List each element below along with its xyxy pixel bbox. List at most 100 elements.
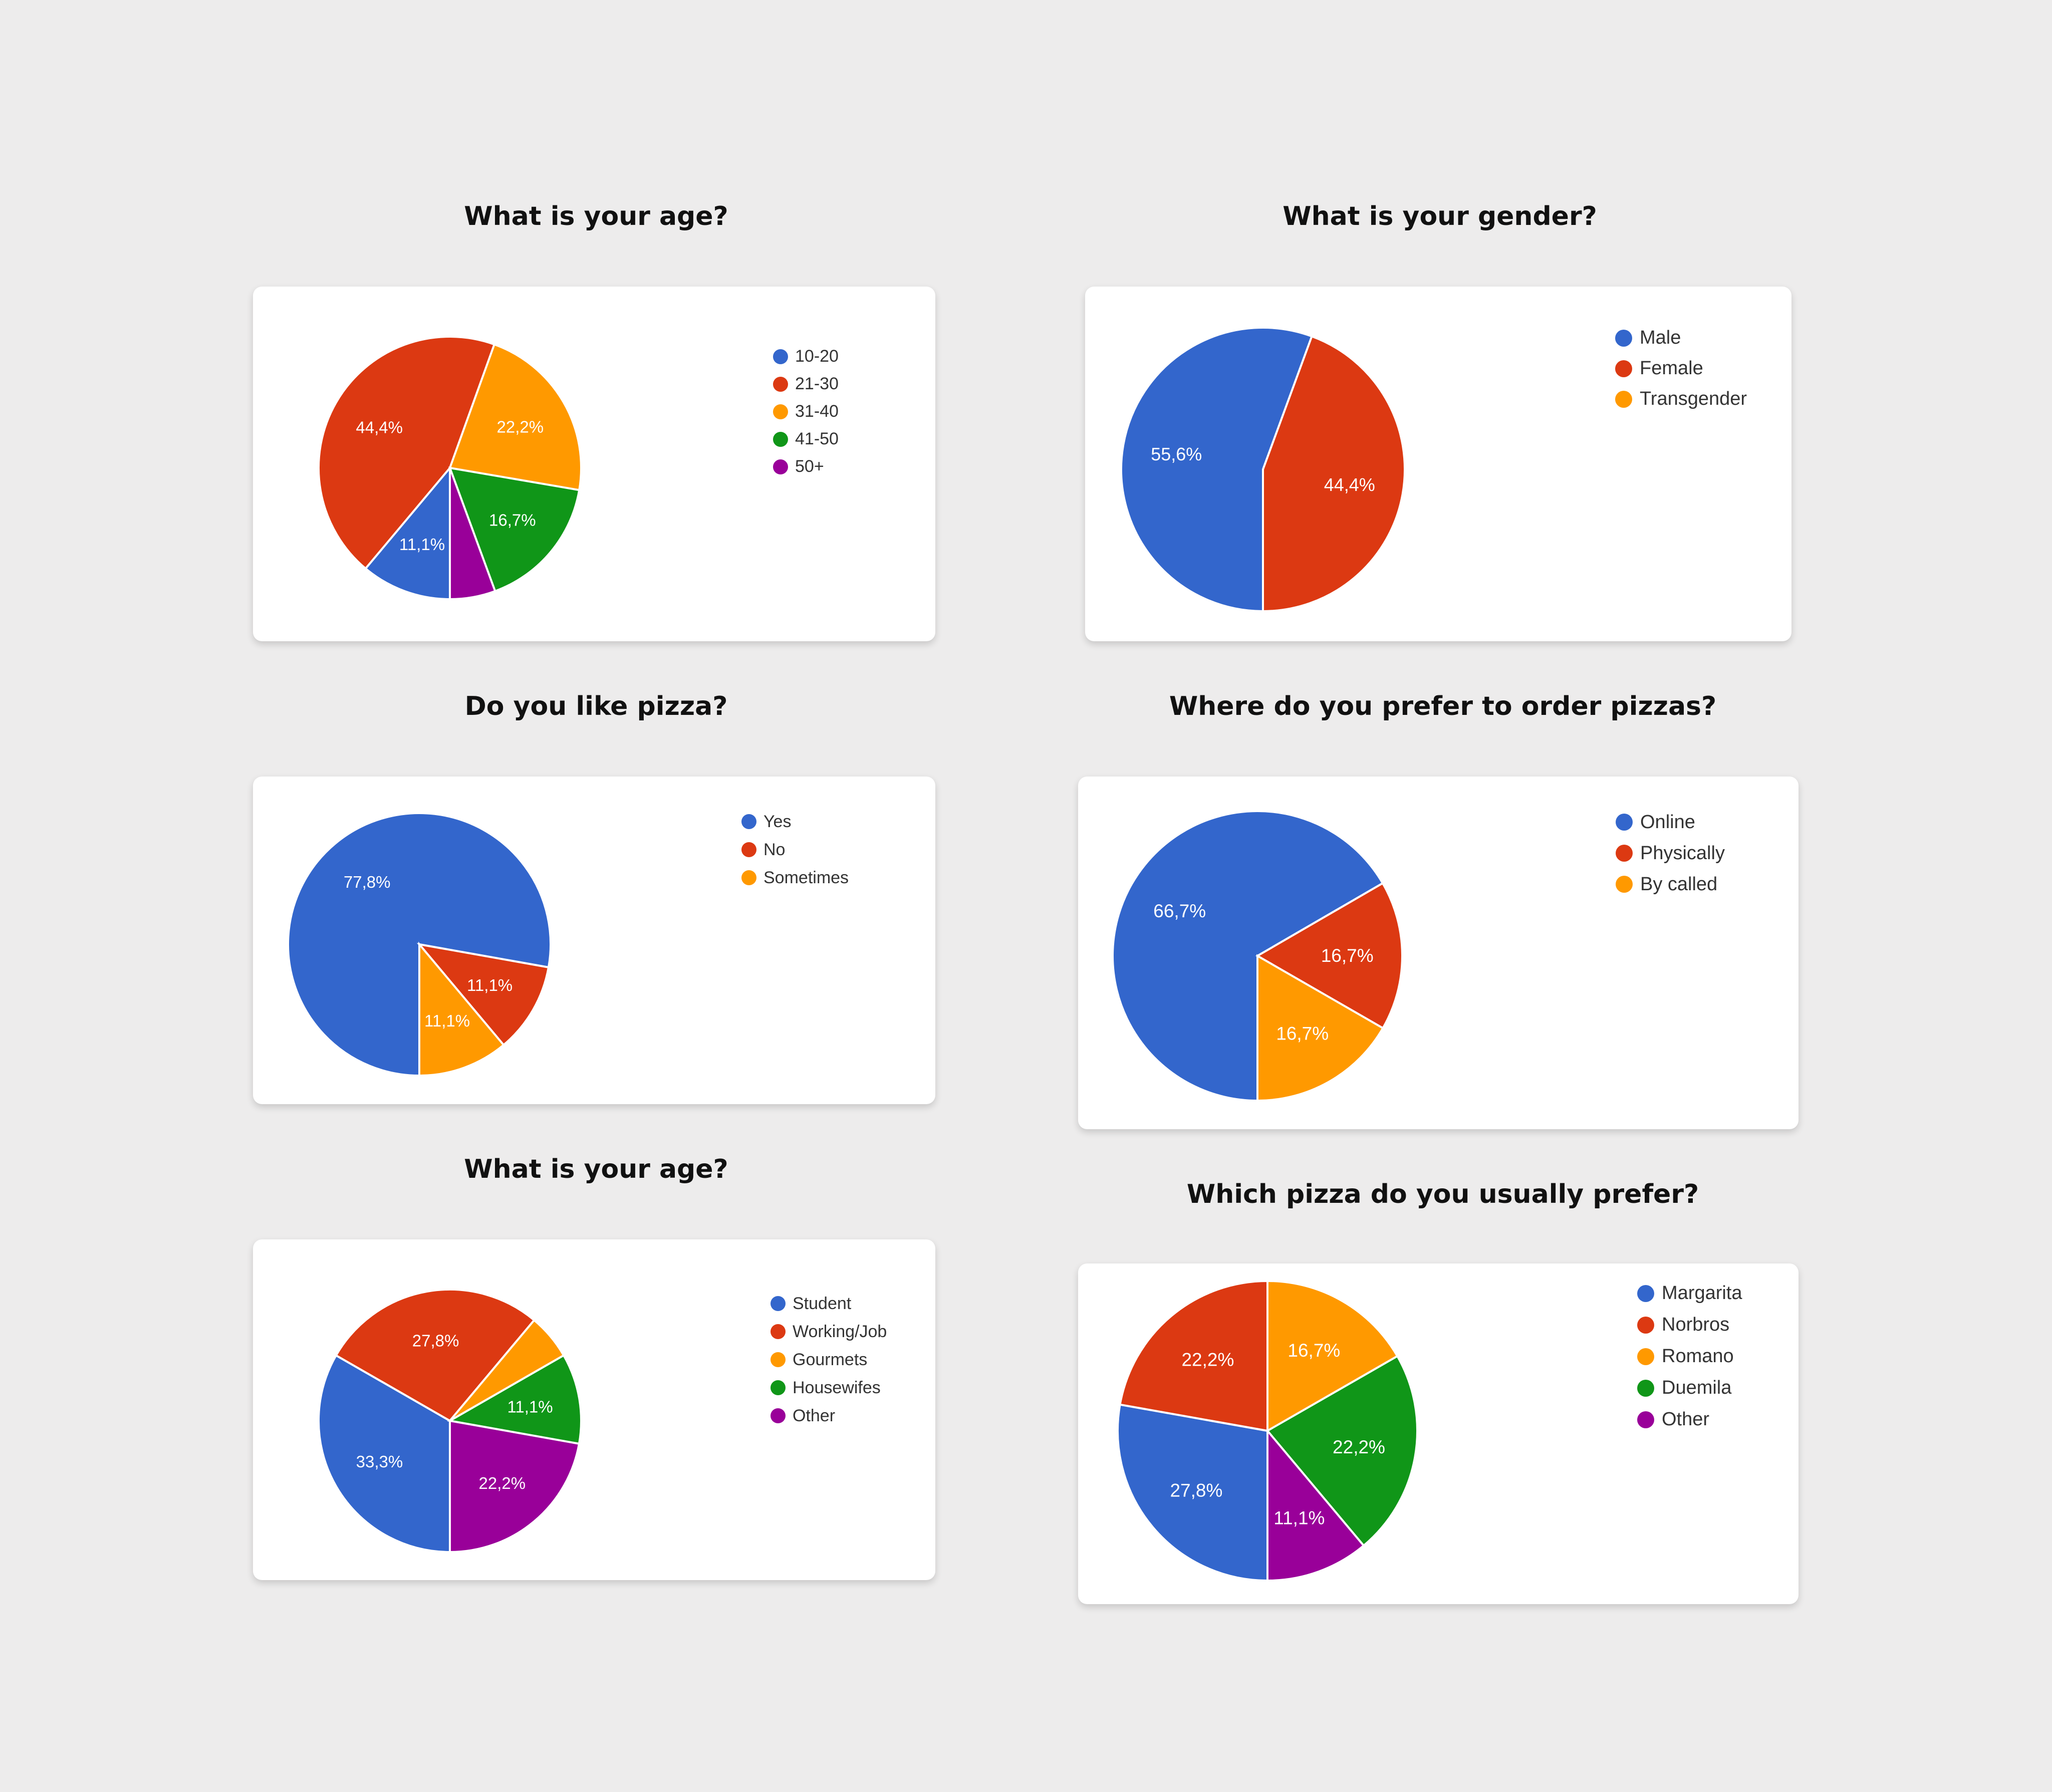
- legend-order: Online Physically By called: [1616, 807, 1725, 900]
- pie-chart-age: 11,1% 44,4% 22,2% 16,7%: [318, 336, 582, 601]
- legend-item-margarita: Margarita: [1637, 1277, 1742, 1309]
- slice-label-yes: 77,8%: [344, 873, 391, 891]
- chart-title-occupation: What is your age?: [464, 1154, 728, 1184]
- chart-card-order: 66,7% 16,7% 16,7% Online Physically By calle…: [1078, 777, 1799, 1129]
- legend-item-no: No: [741, 836, 849, 864]
- slice-label-student: 33,3%: [356, 1452, 403, 1471]
- pie-slice-41-50: [448, 466, 581, 593]
- legend-marker-other: [771, 1408, 786, 1423]
- legend-marker-physically: [1616, 845, 1633, 862]
- legend-label-norbros: Norbros: [1662, 1314, 1730, 1335]
- pie-slice-21-30: [318, 336, 496, 570]
- chart-title-age: What is your age?: [464, 201, 728, 231]
- pie-chart-order: 66,7% 16,7% 16,7%: [1112, 810, 1403, 1102]
- legend-pizza: Yes No Sometimes: [741, 808, 849, 892]
- legend-item-housewifes: Housewifes: [771, 1374, 887, 1402]
- legend-item-online: Online: [1616, 807, 1725, 838]
- pie-slice-10-20: [364, 465, 451, 601]
- legend-occupation: Student Working/Job Gourmets Housewifes Othe…: [771, 1290, 887, 1430]
- legend-item-gourmets: Gourmets: [771, 1346, 887, 1374]
- pie-slice-margarita: [1117, 1403, 1268, 1582]
- legend-marker-housewifes: [771, 1380, 786, 1395]
- legend-label-31-40: 31-40: [795, 402, 839, 421]
- legend-item-female: Female: [1615, 353, 1747, 384]
- legend-marker-sometimes: [741, 870, 756, 885]
- pie-slice-by-called: [1256, 954, 1385, 1102]
- legend-marker-transgender: [1615, 390, 1632, 408]
- legend-label-other: Other: [793, 1406, 836, 1425]
- legend-label-41-50: 41-50: [795, 429, 839, 448]
- pie-slice-other: [449, 1419, 581, 1554]
- slice-label-online: 66,7%: [1153, 901, 1206, 921]
- slice-label-physically: 16,7%: [1321, 945, 1374, 966]
- pie-chart-gender: 55,6% 44,4%: [1120, 327, 1406, 613]
- legend-marker-41-50: [773, 431, 788, 447]
- legend-marker-romano: [1637, 1348, 1654, 1365]
- pie-chart-occupation: 33,3% 27,8% 11,1% 22,2%: [318, 1289, 582, 1554]
- pie-slice-physically: [1255, 882, 1403, 1030]
- legend-marker-duemila: [1637, 1379, 1654, 1397]
- legend-label-sometimes: Sometimes: [763, 868, 849, 887]
- legend-label-transgender: Transgender: [1640, 388, 1747, 409]
- legend-item-duemila: Duemila: [1637, 1372, 1742, 1404]
- chart-title-gender: What is your gender?: [1282, 201, 1597, 231]
- legend-marker-male: [1615, 329, 1632, 347]
- pie-slice-romano: [1266, 1279, 1399, 1433]
- legend-label-duemila: Duemila: [1662, 1377, 1732, 1398]
- legend-label-10-20: 10-20: [795, 347, 839, 366]
- chart-title-pizza: Do you like pizza?: [464, 691, 728, 721]
- legend-marker-margarita: [1637, 1285, 1654, 1302]
- pie-chart-pizza: 77,8% 11,1% 11,1%: [287, 812, 552, 1077]
- chart-title-order: Where do you prefer to order pizzas?: [1169, 691, 1717, 721]
- legend-label-other: Other: [1662, 1409, 1710, 1430]
- legend-item-other: Other: [771, 1402, 887, 1430]
- legend-item-31-40: 31-40: [773, 398, 839, 425]
- legend-marker-other: [1637, 1411, 1654, 1428]
- legend-label-female: Female: [1640, 358, 1703, 379]
- chart-card-pizza: 77,8% 11,1% 11,1% Yes No Sometimes: [253, 777, 935, 1104]
- slice-label-housewifes: 11,1%: [507, 1398, 553, 1416]
- legend-marker-student: [771, 1296, 786, 1311]
- slice-label-other: 22,2%: [479, 1474, 526, 1492]
- legend-type: Margarita Norbros Romano Duemila Other: [1637, 1277, 1742, 1435]
- legend-marker-online: [1616, 814, 1633, 831]
- legend-label-working-job: Working/Job: [793, 1322, 887, 1341]
- chart-card-occupation: 33,3% 27,8% 11,1% 22,2% Student Working/Job G…: [253, 1239, 935, 1580]
- legend-item-sometimes: Sometimes: [741, 864, 849, 892]
- pie-slice-female: [1262, 335, 1406, 613]
- slice-label-norbros: 22,2%: [1181, 1349, 1234, 1370]
- legend-label-yes: Yes: [763, 812, 792, 831]
- legend-label-physically: Physically: [1640, 842, 1725, 864]
- chart-card-gender: 55,6% 44,4% Male Female Transgender: [1085, 287, 1791, 641]
- pie-slice-student: [318, 1354, 451, 1554]
- legend-label-gourmets: Gourmets: [793, 1350, 868, 1369]
- legend-gender: Male Female Transgender: [1615, 323, 1747, 414]
- legend-item-50-: 50+: [773, 453, 839, 480]
- pie-slice-50-: [449, 467, 496, 601]
- legend-item-physically: Physically: [1616, 838, 1725, 869]
- legend-item-yes: Yes: [741, 808, 849, 836]
- slice-label-duemila: 22,2%: [1333, 1437, 1385, 1457]
- legend-item-romano: Romano: [1637, 1341, 1742, 1372]
- pie-slice-working-job: [335, 1289, 536, 1422]
- legend-label-no: No: [763, 840, 786, 859]
- pie-slice-duemila: [1265, 1355, 1418, 1547]
- pie-slice-norbros: [1119, 1279, 1268, 1432]
- legend-label-online: Online: [1640, 811, 1695, 833]
- chart-card-age: 11,1% 44,4% 22,2% 16,7% 10-20 21-30 31-40 41-5…: [253, 287, 935, 641]
- slice-label-working-job: 27,8%: [412, 1332, 459, 1350]
- legend-marker-female: [1615, 360, 1632, 377]
- legend-marker-31-40: [773, 404, 788, 419]
- slice-label-no: 11,1%: [467, 976, 512, 994]
- legend-item-by-called: By called: [1616, 869, 1725, 900]
- legend-label-50-: 50+: [795, 457, 824, 476]
- slice-label-41-50: 16,7%: [489, 510, 536, 529]
- slice-label-male: 55,6%: [1151, 444, 1202, 464]
- legend-item-norbros: Norbros: [1637, 1309, 1742, 1341]
- slice-label-21-30: 44,4%: [356, 418, 403, 437]
- legend-marker-21-30: [773, 376, 788, 392]
- slice-label-by-called: 16,7%: [1276, 1023, 1329, 1044]
- legend-marker-by-called: [1616, 876, 1633, 893]
- slice-label-female: 44,4%: [1324, 474, 1375, 495]
- legend-marker-no: [741, 842, 756, 857]
